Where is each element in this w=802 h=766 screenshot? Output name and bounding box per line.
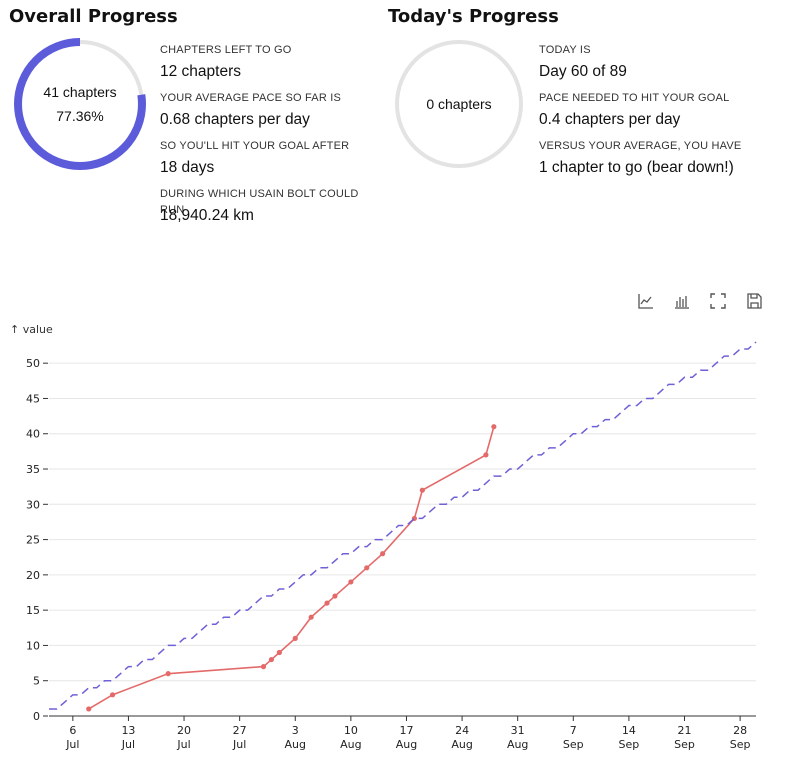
y-tick-label: 30 — [26, 498, 40, 511]
x-tick-month: Aug — [451, 738, 472, 751]
axes: ↑ value — [10, 323, 756, 717]
x-tick-day: 14 — [622, 724, 636, 737]
actual-progress-point — [165, 671, 171, 677]
x-tick-month: Aug — [507, 738, 528, 751]
actual-progress-point — [364, 565, 370, 571]
actual-progress-point — [332, 593, 338, 599]
today-ring-track — [395, 40, 523, 168]
y-tick-label: 20 — [26, 569, 40, 582]
actual-progress-point — [292, 635, 298, 641]
y-tick-label: 50 — [26, 357, 40, 370]
x-tick-month: Sep — [619, 738, 640, 751]
stat-goal-after: So you'll hit your goal after 18 days — [160, 138, 385, 182]
stat-value: 1 chapter to go (bear down!) — [539, 159, 734, 176]
actual-progress-point — [86, 706, 92, 712]
x-tick-month: Jul — [232, 738, 246, 751]
x-tick-month: Jul — [121, 738, 135, 751]
save-icon[interactable] — [744, 291, 764, 311]
y-tick-label: 35 — [26, 463, 40, 476]
actual-progress-point — [483, 452, 489, 458]
x-tick-day: 10 — [344, 724, 358, 737]
x-tick-day: 6 — [69, 724, 76, 737]
todays-progress-title: Today's Progress — [388, 6, 559, 27]
actual-progress-point — [348, 579, 354, 585]
stat-label: During which Usain Bolt could run — [160, 188, 359, 216]
x-tick-day: 7 — [570, 724, 577, 737]
series — [49, 341, 757, 712]
x-tick-month: Sep — [730, 738, 751, 751]
y-axis-label: ↑ value — [10, 323, 53, 336]
stat-chapters-left: Chapters left to go 12 chapters — [160, 42, 385, 86]
actual-progress-point — [324, 600, 330, 606]
x-tick-day: 24 — [455, 724, 469, 737]
actual-progress-point — [380, 551, 386, 557]
y-tick-label: 45 — [26, 392, 40, 405]
stat-label: Your average pace so far is — [160, 92, 342, 104]
overall-progress-title: Overall Progress — [9, 6, 178, 27]
actual-progress-point — [308, 614, 314, 620]
stat-label: Chapters left to go — [160, 44, 292, 56]
x-tick-month: Aug — [396, 738, 417, 751]
today-ring-chapters: 0 chapters — [426, 96, 492, 112]
actual-progress-point — [491, 424, 497, 430]
overall-ring-arc — [14, 38, 146, 170]
stat-value: 18 days — [160, 159, 215, 176]
grid-lines — [49, 362, 756, 682]
stat-value: 18,940.24 km — [160, 207, 254, 224]
today-stats: Today is Day 60 of 89 Pace needed to hit… — [539, 38, 794, 182]
fullscreen-icon[interactable] — [708, 291, 728, 311]
x-tick-month: Jul — [65, 738, 79, 751]
x-tick-day: 31 — [511, 724, 525, 737]
x-tick-month: Jul — [176, 738, 190, 751]
stat-label: So you'll hit your goal after — [160, 140, 350, 152]
stat-label: Pace needed to hit your goal — [539, 92, 730, 104]
line-chart-icon[interactable] — [636, 291, 656, 311]
x-ticks: 6Jul13Jul20Jul27Jul3Aug10Aug17Aug24Aug31… — [65, 716, 750, 751]
x-tick-month: Aug — [340, 738, 361, 751]
y-tick-label: 40 — [26, 428, 40, 441]
x-tick-day: 17 — [399, 724, 413, 737]
y-tick-label: 5 — [33, 675, 40, 688]
x-tick-month: Sep — [674, 738, 695, 751]
x-tick-day: 21 — [678, 724, 692, 737]
stat-value: Day 60 of 89 — [539, 63, 627, 80]
stat-versus-average: Versus your average, you have 1 chapter … — [539, 138, 794, 182]
bar-chart-icon[interactable] — [672, 291, 692, 311]
actual-progress-point — [419, 487, 425, 493]
x-tick-day: 13 — [121, 724, 135, 737]
stat-average-pace: Your average pace so far is 0.68 chapter… — [160, 90, 385, 134]
x-tick-month: Sep — [563, 738, 584, 751]
x-tick-day: 20 — [177, 724, 191, 737]
stat-value: 12 chapters — [160, 63, 241, 80]
y-ticks: 0 5 10 15 20 25 30 35 40 45 50 — [26, 357, 48, 723]
overall-ring-chapters: 41 chapters — [43, 84, 117, 100]
overall-progress-ring — [14, 38, 146, 170]
x-tick-day: 3 — [292, 724, 299, 737]
stat-today-is: Today is Day 60 of 89 — [539, 42, 794, 86]
y-tick-label: 0 — [33, 710, 40, 723]
stat-value: 0.4 chapters per day — [539, 111, 681, 128]
x-tick-day: 28 — [733, 724, 747, 737]
overall-stats: Chapters left to go 12 chapters Your ave… — [160, 38, 385, 230]
overall-ring-percent: 77.36% — [56, 108, 104, 124]
stat-value: 0.68 chapters per day — [160, 111, 310, 128]
actual-progress-point — [260, 664, 267, 670]
stat-label: Today is — [539, 44, 591, 56]
stat-label: Versus your average, you have — [539, 140, 742, 152]
x-tick-month: Aug — [285, 738, 306, 751]
chart-toolbar — [636, 291, 764, 311]
actual-progress-point — [276, 649, 282, 656]
y-tick-label: 15 — [26, 604, 40, 617]
y-tick-label: 25 — [26, 534, 40, 547]
y-tick-label: 10 — [26, 639, 40, 652]
todays-progress-ring — [395, 40, 523, 168]
actual-progress-point — [268, 656, 275, 663]
target-pace-line — [49, 341, 757, 710]
stat-usain-bolt: During which Usain Bolt could run 18,940… — [160, 186, 385, 230]
x-tick-day: 27 — [233, 724, 247, 737]
stat-pace-needed: Pace needed to hit your goal 0.4 chapter… — [539, 90, 794, 134]
actual-progress-point — [109, 692, 116, 698]
